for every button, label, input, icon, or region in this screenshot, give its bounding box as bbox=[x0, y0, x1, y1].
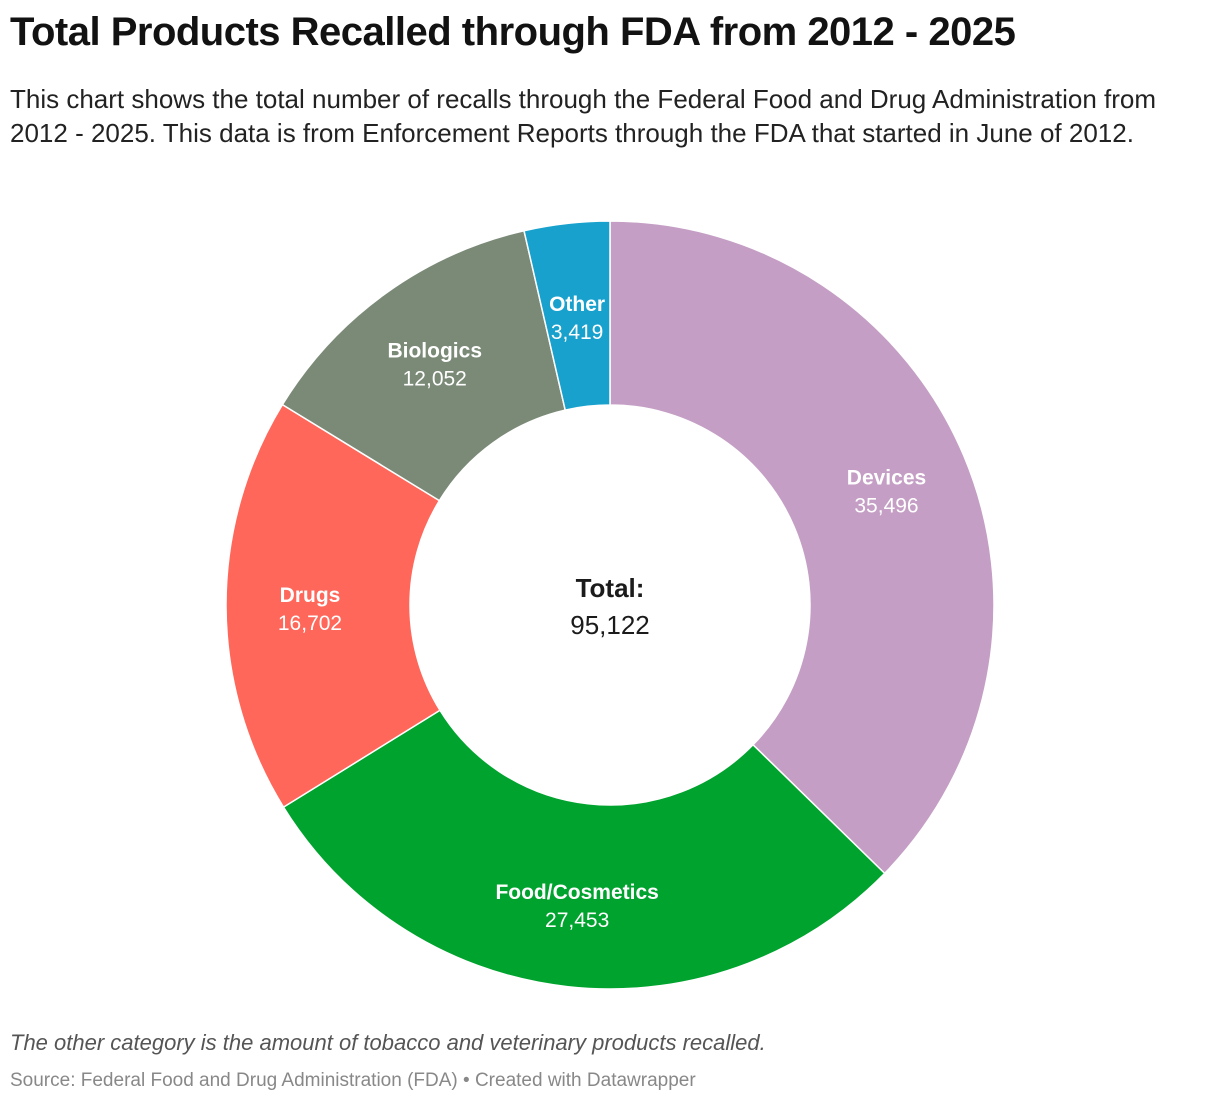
slice-drugs bbox=[225, 403, 441, 809]
slice-value-food-cosmetics: 27,453 bbox=[545, 909, 609, 932]
center-total-value: 95,122 bbox=[570, 610, 650, 640]
slice-value-devices: 35,496 bbox=[854, 495, 918, 518]
slice-label-other: Other bbox=[549, 293, 605, 316]
slice-other bbox=[523, 220, 611, 411]
chart-source: Source: Federal Food and Drug Administra… bbox=[10, 1070, 696, 1091]
slice-value-drugs: 16,702 bbox=[278, 612, 342, 635]
slice-biologics bbox=[281, 229, 567, 502]
slice-label-drugs: Drugs bbox=[280, 584, 341, 607]
slice-devices bbox=[609, 220, 995, 875]
center-total-label: Total: bbox=[576, 573, 645, 603]
slice-value-biologics: 12,052 bbox=[403, 368, 467, 391]
slice-label-devices: Devices bbox=[847, 467, 926, 490]
slice-labels: Devices 35,496 Food/Cosmetics 27,453 Drugs 16… bbox=[278, 293, 926, 932]
slice-value-other: 3,419 bbox=[551, 321, 604, 344]
slice-food-cosmetics bbox=[282, 709, 886, 990]
chart-subtitle: This chart shows the total number of rec… bbox=[10, 84, 1157, 148]
chart-note: The other category is the amount of toba… bbox=[10, 1030, 766, 1055]
slice-label-food-cosmetics: Food/Cosmetics bbox=[495, 881, 658, 904]
slice-label-biologics: Biologics bbox=[387, 340, 482, 363]
chart-title: Total Products Recalled through FDA from… bbox=[10, 10, 1016, 54]
donut-slices bbox=[225, 220, 995, 990]
